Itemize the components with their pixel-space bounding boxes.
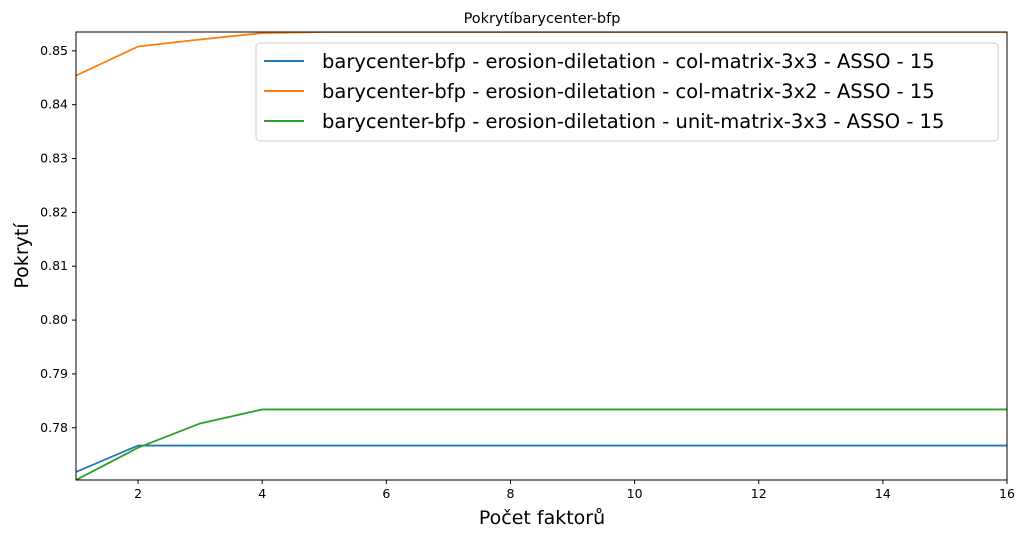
legend-box xyxy=(255,42,999,142)
legend: barycenter-bfp - erosion-diletation - co… xyxy=(255,42,999,142)
plot-area xyxy=(76,32,1007,480)
x-tick-label: 6 xyxy=(382,486,390,501)
legend-label-3: barycenter-bfp - erosion-diletation - un… xyxy=(322,110,944,133)
series-line-2 xyxy=(76,32,1007,77)
x-axis-ticks: 2 4 6 8 10 12 14 16 xyxy=(134,480,1015,501)
x-tick-label: 14 xyxy=(875,486,891,501)
legend-label-2: barycenter-bfp - erosion-diletation - co… xyxy=(322,80,935,103)
x-tick-label: 2 xyxy=(134,486,142,501)
x-tick-label: 12 xyxy=(751,486,767,501)
y-tick-label: 0.80 xyxy=(40,312,68,327)
y-tick-label: 0.79 xyxy=(40,366,68,381)
series-line-3 xyxy=(76,408,1007,480)
y-axis-ticks: 0.78 0.79 0.80 0.81 0.82 0.83 0.84 0.85 xyxy=(40,43,76,435)
x-axis-title: Počet faktorů xyxy=(479,507,605,529)
y-tick-label: 0.82 xyxy=(40,204,68,219)
axes-frame xyxy=(75,31,1008,481)
y-axis-title: Pokrytí xyxy=(11,223,33,289)
series-line-1 xyxy=(76,444,1007,473)
x-tick-label: 4 xyxy=(258,486,266,501)
y-tick-label: 0.81 xyxy=(40,258,68,273)
y-tick-label: 0.84 xyxy=(40,97,68,112)
y-tick-label: 0.83 xyxy=(40,151,68,166)
y-tick-label: 0.85 xyxy=(40,43,68,58)
x-tick-label: 10 xyxy=(627,486,643,501)
legend-label-1: barycenter-bfp - erosion-diletation - co… xyxy=(322,50,935,73)
x-tick-label: 16 xyxy=(999,486,1015,501)
x-tick-label: 8 xyxy=(506,486,514,501)
chart-title: Pokrytíbarycenter-bfp xyxy=(464,11,621,27)
y-tick-label: 0.78 xyxy=(40,420,68,435)
